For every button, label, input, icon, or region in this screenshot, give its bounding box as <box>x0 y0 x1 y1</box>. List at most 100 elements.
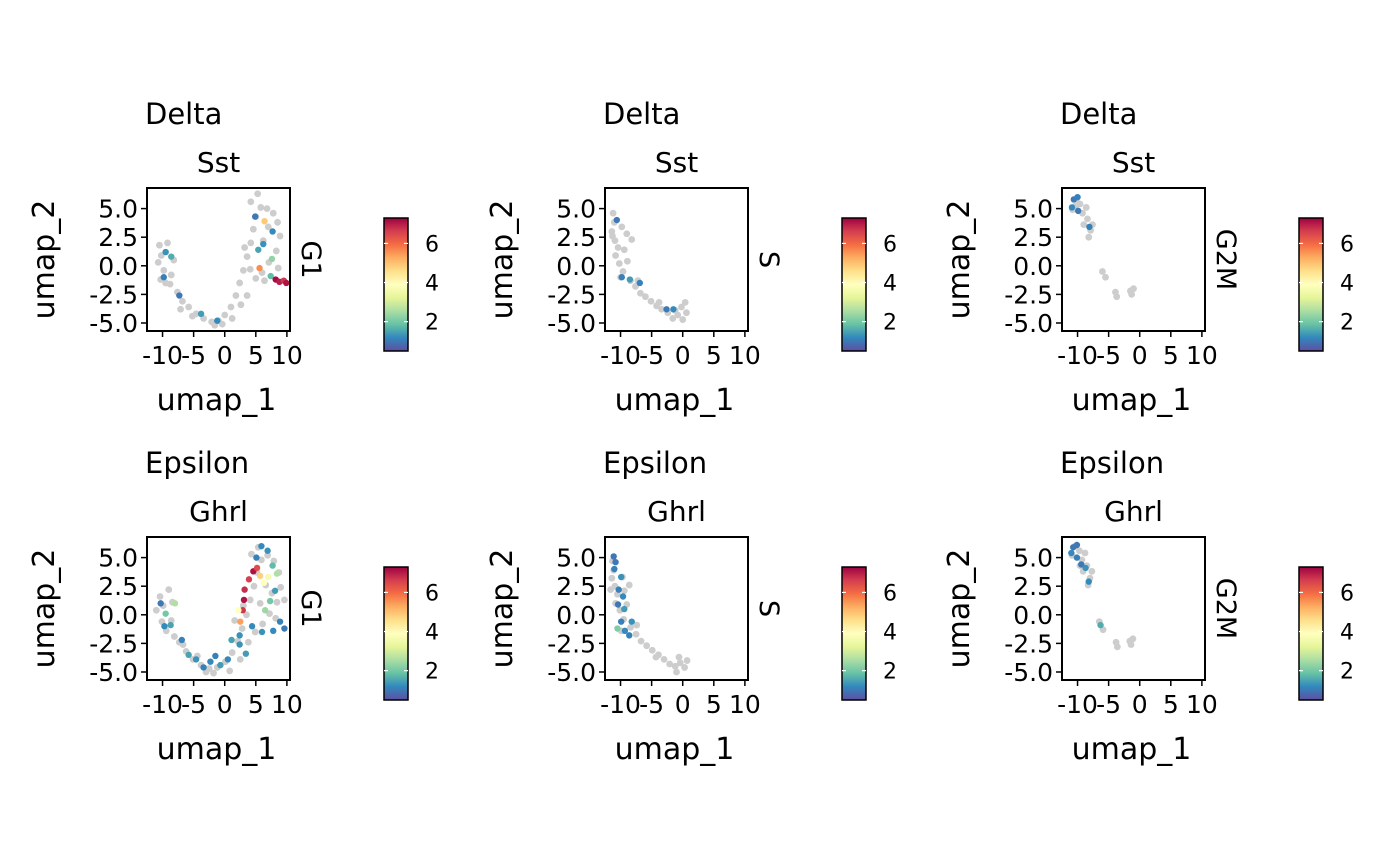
background-point <box>1128 291 1135 298</box>
expression-point <box>1068 550 1074 556</box>
background-point <box>236 280 243 287</box>
expression-point <box>255 247 261 253</box>
background-point <box>226 667 233 674</box>
y-tick-label: 5.0 <box>556 195 596 224</box>
background-point <box>621 587 628 594</box>
colorbar-tick-label: 2 <box>425 311 439 336</box>
x-tick-label: 0 <box>217 341 233 370</box>
expression-point <box>207 658 213 664</box>
expression-point <box>1097 622 1103 628</box>
expression-point <box>161 274 167 280</box>
y-tick-label: -2.5 <box>547 280 596 309</box>
expression-point <box>281 625 287 631</box>
expression-point <box>241 586 247 592</box>
y-tick-label: -5.0 <box>547 309 596 338</box>
y-tick-label: 5.0 <box>1013 195 1053 224</box>
background-point <box>247 198 254 205</box>
background-point <box>281 597 288 604</box>
background-point <box>237 301 244 308</box>
x-tick-label: 5 <box>248 341 264 370</box>
panel-title: Epsilon <box>1060 446 1164 480</box>
background-point <box>261 277 268 284</box>
x-tick-label: -10 <box>600 690 641 719</box>
background-point <box>221 312 228 319</box>
expression-point <box>620 593 626 599</box>
background-point <box>676 654 683 661</box>
expression-point <box>619 274 625 280</box>
expression-point <box>670 306 676 312</box>
y-tick-label: 2.5 <box>1013 223 1053 252</box>
y-tick-label: 5.0 <box>98 195 138 224</box>
background-point <box>679 316 686 323</box>
y-tick-label: -2.5 <box>1004 629 1053 658</box>
background-point <box>252 275 259 282</box>
background-point <box>1099 268 1106 275</box>
panel-subtitle: Ghrl <box>647 495 706 528</box>
y-tick-label: 2.5 <box>556 572 596 601</box>
expression-point <box>167 622 173 628</box>
expression-point <box>618 618 624 624</box>
colorbar-tick-label: 4 <box>425 621 439 646</box>
y-tick-label: 0.0 <box>1013 601 1053 630</box>
expression-point <box>253 554 259 560</box>
expression-point <box>259 629 265 635</box>
x-tick-label: -5 <box>639 341 664 370</box>
expression-point <box>235 607 241 613</box>
expression-point <box>246 576 252 582</box>
y-tick-label: 5.0 <box>1013 544 1053 573</box>
background-point <box>233 292 240 299</box>
background-point <box>251 583 258 590</box>
background-point <box>167 281 174 288</box>
x-tick-label: 5 <box>1163 690 1179 719</box>
colorbar <box>842 218 866 351</box>
expression-point <box>1069 204 1075 210</box>
expression-point <box>1075 208 1081 214</box>
background-point <box>259 621 266 628</box>
background-point <box>1085 234 1092 241</box>
colorbar-tick-label: 4 <box>425 272 439 297</box>
x-tick-label: 0 <box>1132 690 1148 719</box>
background-point <box>210 670 217 677</box>
expression-point <box>618 574 624 580</box>
x-tick-label: -5 <box>639 690 664 719</box>
expression-point <box>663 306 669 312</box>
y-axis-label: umap_2 <box>942 200 977 320</box>
background-point <box>164 240 171 247</box>
panel-subtitle: Sst <box>197 146 240 179</box>
phase-strip-label: S <box>753 251 784 268</box>
background-point <box>643 642 650 649</box>
background-point <box>155 259 162 266</box>
expression-point <box>615 586 621 592</box>
colorbar-tick-label: 2 <box>1340 311 1354 336</box>
expression-point <box>236 632 242 638</box>
x-tick-label: -5 <box>1096 690 1121 719</box>
panel-subtitle: Sst <box>655 146 698 179</box>
background-point <box>615 244 622 251</box>
y-axis-label: umap_2 <box>27 549 62 669</box>
colorbar-tick-label: 2 <box>883 311 897 336</box>
background-point <box>612 252 619 259</box>
background-point <box>252 629 259 636</box>
expression-point <box>254 565 260 571</box>
y-tick-label: 5.0 <box>556 544 596 573</box>
colorbar-tick-label: 4 <box>1340 621 1354 646</box>
x-tick-label: 10 <box>271 690 303 719</box>
panel-title: Delta <box>145 97 222 131</box>
expression-point <box>162 249 168 255</box>
background-point <box>165 586 172 593</box>
y-tick-label: -5.0 <box>1004 309 1053 338</box>
colorbar-tick-label: 6 <box>883 581 897 606</box>
colorbar <box>1299 567 1323 700</box>
y-tick-label: 0.0 <box>556 252 596 281</box>
y-tick-label: -5.0 <box>547 658 596 687</box>
y-tick-label: 0.0 <box>1013 252 1053 281</box>
panel-delta-g2m: DeltaSst-5.0-2.50.02.55.0-10-5 0 5 10umap_1… <box>942 97 1354 418</box>
plot-area <box>1062 188 1205 331</box>
background-point <box>244 292 251 299</box>
expression-point <box>260 241 266 247</box>
expression-point <box>168 253 174 259</box>
expression-point <box>614 625 620 631</box>
expression-point <box>612 559 618 565</box>
expression-point <box>161 623 167 629</box>
background-point <box>616 260 623 267</box>
